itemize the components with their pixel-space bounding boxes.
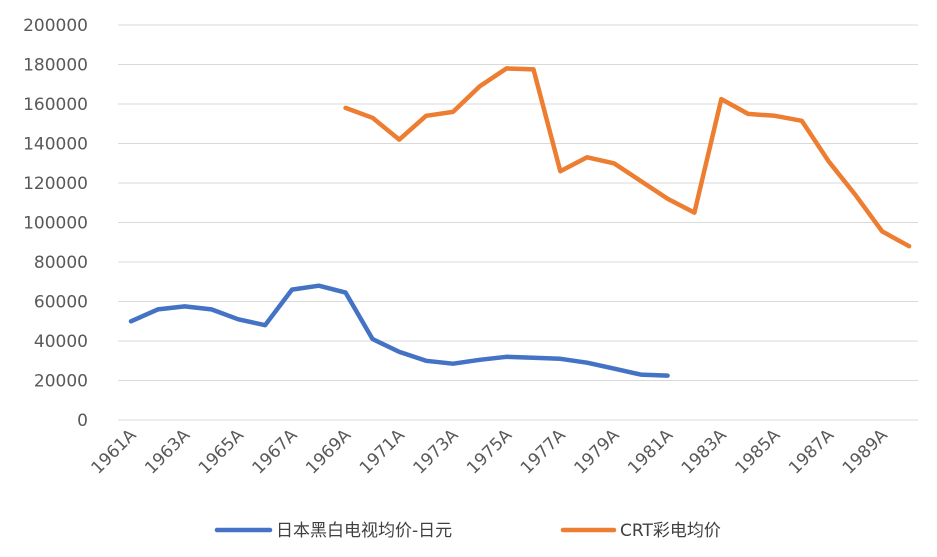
y-tick-label: 180000	[23, 56, 88, 76]
x-tick-label: 1969A	[302, 425, 355, 478]
series-lines	[128, 66, 912, 378]
y-tick-label: 200000	[23, 16, 88, 36]
y-tick-label: 80000	[34, 253, 88, 273]
x-tick-label: 1977A	[517, 425, 570, 478]
series-line-1	[343, 66, 912, 249]
x-tick-label: 1987A	[785, 425, 838, 478]
x-tick-label: 1981A	[624, 425, 677, 478]
y-axis-tick-labels: 0 20000 40000 60000 80000 100000 120000 140000 1…	[23, 16, 88, 431]
y-tick-label: 100000	[23, 214, 88, 234]
series-line-0	[128, 283, 670, 378]
x-tick-label: 1975A	[463, 425, 516, 478]
x-axis-tick-labels: 1961A 1963A 1965A 1967A 1969A 1971A 1973A 1975A…	[88, 425, 892, 478]
x-tick-label: 1979A	[571, 425, 624, 478]
x-tick-label: 1965A	[195, 425, 248, 478]
x-tick-label: 1983A	[678, 425, 731, 478]
legend-label: CRT彩电均价	[620, 521, 721, 541]
y-tick-label: 120000	[23, 174, 88, 194]
x-tick-label: 1963A	[141, 425, 194, 478]
y-tick-label: 160000	[23, 95, 88, 115]
gridlines	[118, 24, 918, 421]
x-tick-label: 1985A	[731, 425, 784, 478]
x-tick-label: 1973A	[410, 425, 463, 478]
x-tick-label: 1989A	[839, 425, 892, 478]
y-tick-label: 0	[77, 411, 88, 431]
y-tick-label: 140000	[23, 135, 88, 155]
x-tick-label: 1961A	[88, 425, 141, 478]
x-tick-label: 1967A	[249, 425, 302, 478]
legend: 日本黑白电视均价-日元 CRT彩电均价	[214, 521, 721, 541]
x-tick-label: 1971A	[356, 425, 409, 478]
legend-label: 日本黑白电视均价-日元	[276, 521, 452, 541]
y-tick-label: 20000	[34, 372, 88, 392]
y-tick-label: 60000	[34, 293, 88, 313]
y-tick-label: 40000	[34, 332, 88, 352]
